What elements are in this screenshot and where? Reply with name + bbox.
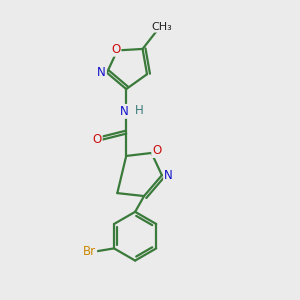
Text: H: H <box>135 104 144 117</box>
Text: N: N <box>164 169 173 182</box>
Text: O: O <box>92 133 102 146</box>
Text: O: O <box>152 144 161 157</box>
Text: CH₃: CH₃ <box>152 22 172 32</box>
Text: N: N <box>97 66 106 79</box>
Text: N: N <box>119 105 128 118</box>
Text: O: O <box>111 43 120 56</box>
Text: Br: Br <box>83 245 96 258</box>
